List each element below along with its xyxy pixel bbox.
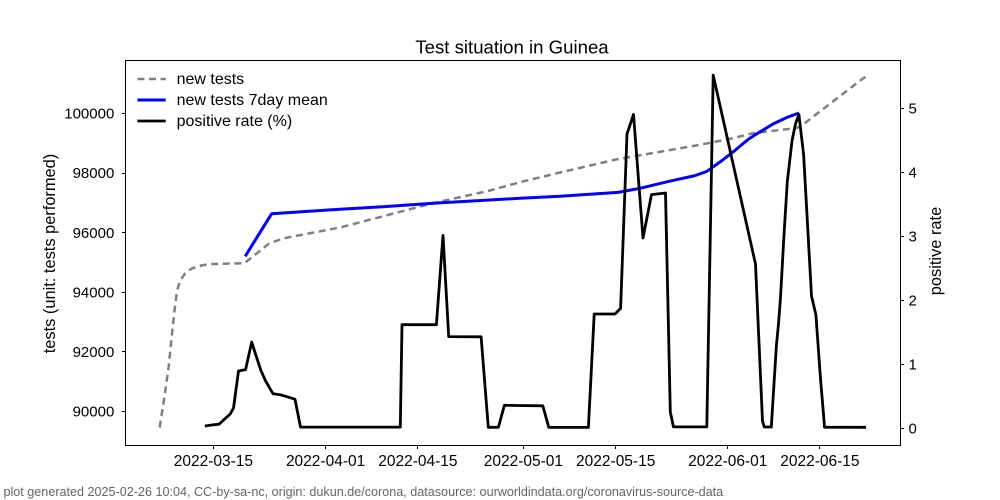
svg-text:new tests: new tests [177,71,245,88]
svg-text:2022-05-01: 2022-05-01 [484,453,563,470]
svg-text:96000: 96000 [73,225,115,242]
svg-text:positive rate: positive rate [927,207,945,295]
svg-text:plot generated 2025-02-26 10:0: plot generated 2025-02-26 10:04, CC-by-s… [4,485,724,499]
svg-text:2022-03-15: 2022-03-15 [174,453,253,470]
svg-text:100000: 100000 [64,106,114,123]
svg-text:2022-04-01: 2022-04-01 [286,453,365,470]
svg-text:3: 3 [909,229,917,246]
svg-text:92000: 92000 [73,344,115,361]
svg-text:new tests 7day mean: new tests 7day mean [177,92,328,109]
svg-text:2022-06-15: 2022-06-15 [780,453,859,470]
svg-text:94000: 94000 [73,284,115,301]
svg-text:2: 2 [909,293,917,310]
svg-text:Test situation in Guinea: Test situation in Guinea [415,37,609,58]
svg-text:2022-04-15: 2022-04-15 [378,453,457,470]
svg-text:2022-05-15: 2022-05-15 [576,453,655,470]
svg-text:90000: 90000 [73,404,115,421]
svg-text:4: 4 [909,165,917,182]
svg-text:positive rate (%): positive rate (%) [177,113,293,130]
svg-text:tests (unit: tests performed): tests (unit: tests performed) [41,154,59,354]
svg-text:2022-06-01: 2022-06-01 [688,453,767,470]
svg-text:1: 1 [909,357,917,374]
svg-text:5: 5 [909,101,917,118]
svg-text:0: 0 [909,421,917,438]
svg-text:98000: 98000 [73,165,115,182]
